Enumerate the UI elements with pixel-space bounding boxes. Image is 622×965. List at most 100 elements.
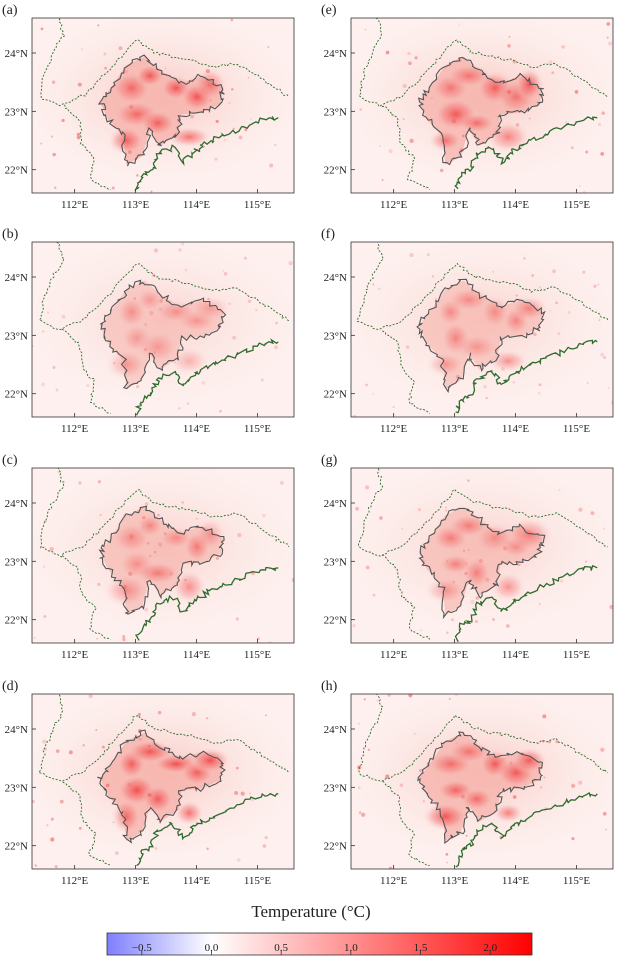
heat-speckle [538, 383, 542, 387]
heat-speckle [97, 582, 101, 586]
x-tick-label: 113°E [122, 423, 149, 435]
panel-label: (d) [2, 679, 19, 694]
heat-speckle [485, 577, 490, 582]
panel-label: (f) [321, 227, 335, 242]
heat-speckle [564, 121, 568, 124]
heat-speckle [515, 294, 518, 297]
heat-speckle [97, 480, 102, 484]
coastline [455, 792, 598, 868]
heat-speckle [600, 151, 605, 156]
heat-speckle [247, 76, 250, 79]
province-boundary [358, 18, 609, 108]
x-tick-label: 114°E [183, 875, 210, 887]
panel-frame [31, 241, 295, 418]
heat-speckle [215, 119, 219, 124]
heat-speckle [548, 60, 553, 65]
heat-speckle [153, 551, 157, 554]
heat-speckle [57, 470, 60, 474]
colorbar: Temperature (°C) −0.5 0.0 0.5 1.0 1.5 2.0 [106, 902, 533, 956]
heat-speckle [501, 367, 505, 371]
hot-spot [103, 573, 149, 608]
heat-speckle [458, 23, 460, 26]
colorbar-tick-label: 1.5 [414, 942, 428, 954]
colorbar-bar [106, 932, 533, 956]
x-tick-label: 115°E [563, 423, 590, 435]
district-boundary [62, 781, 111, 866]
x-tick-label: 113°E [122, 199, 149, 211]
coastline [454, 116, 598, 190]
y-tick-label: 22°N [324, 841, 347, 853]
heat-speckle [454, 694, 459, 697]
heat-speckle [164, 67, 167, 70]
hot-spot [134, 63, 165, 88]
heat-speckle [146, 541, 150, 545]
urban-outline [418, 507, 546, 620]
heat-speckle [405, 345, 410, 349]
heat-speckle [228, 101, 231, 105]
heat-speckle [190, 115, 194, 119]
heat-speckle [150, 190, 153, 193]
heat-speckle [548, 740, 551, 744]
colorbar-tick-label: 0.0 [205, 942, 219, 954]
urban-outline [97, 729, 226, 844]
panel-frame [31, 467, 295, 644]
heat-speckle [169, 571, 174, 576]
map-panel: (b) 24°N 23°N 22°N 112°E 113°E 114°E 115°E [2, 227, 295, 435]
map-panel: (g) 24°N 23°N 22°N 112°E 113°E 114°E 115°E [321, 453, 614, 661]
heat-speckle [95, 728, 98, 731]
colorbar-tick-label: 2.0 [483, 942, 497, 954]
y-tick-label: 23°N [5, 556, 28, 568]
y-tick-label: 24°N [324, 48, 347, 60]
hot-spot [514, 67, 544, 102]
heat-speckle [76, 135, 81, 140]
temperature-field [32, 694, 294, 869]
heat-speckle [147, 793, 152, 797]
heat-speckle [600, 352, 605, 357]
hot-spot [506, 517, 553, 552]
map-panel: (h) 24°N 23°N 22°N 112°E 113°E 114°E 115°E [321, 679, 614, 887]
coastline [134, 338, 279, 416]
heat-speckle [388, 866, 393, 869]
heat-speckle [55, 749, 60, 753]
heat-speckle [376, 699, 380, 702]
heat-speckle [255, 308, 258, 312]
heat-speckle [408, 694, 413, 698]
heat-speckle [470, 599, 475, 605]
heat-speckle [574, 89, 579, 94]
heat-speckle [601, 111, 605, 115]
map-panel: (a) 24°N 23°N 22°N 112°E 113°E 114°E 115°E [2, 3, 295, 211]
heat-speckle [142, 526, 145, 529]
hot-spot [189, 295, 232, 322]
heat-speckle [127, 782, 132, 788]
colorbar-tick-label: −0.5 [132, 942, 152, 954]
x-tick-label: 113°E [441, 875, 468, 887]
heat-speckle [123, 584, 128, 589]
heat-speckle [54, 186, 57, 189]
y-tick-label: 23°N [5, 106, 28, 118]
heat-speckle [181, 501, 184, 504]
heat-speckle [387, 694, 392, 697]
temperature-field [351, 468, 613, 635]
heat-speckle [235, 617, 239, 621]
heat-speckle [597, 283, 600, 286]
heat-speckle [379, 145, 382, 148]
x-tick-label: 115°E [563, 199, 590, 211]
heat-speckle [86, 384, 90, 387]
heat-speckle [274, 143, 277, 147]
x-tick-label: 115°E [244, 199, 271, 211]
province-boundary [40, 468, 290, 558]
heat-speckle [399, 783, 404, 787]
x-tick-label: 115°E [244, 423, 271, 435]
heat-speckle [249, 792, 251, 795]
heat-speckle [149, 311, 154, 316]
heat-speckle [47, 311, 50, 314]
coastline [136, 792, 279, 867]
heat-speckle [42, 739, 47, 744]
map-panel: (e) 24°N 23°N 22°N 112°E 113°E 114°E 115°E [321, 3, 614, 211]
x-tick-label: 113°E [441, 649, 468, 661]
heat-speckle [186, 402, 190, 405]
hot-spot [135, 287, 165, 312]
hot-spot [194, 517, 226, 552]
heat-speckle [41, 382, 46, 387]
